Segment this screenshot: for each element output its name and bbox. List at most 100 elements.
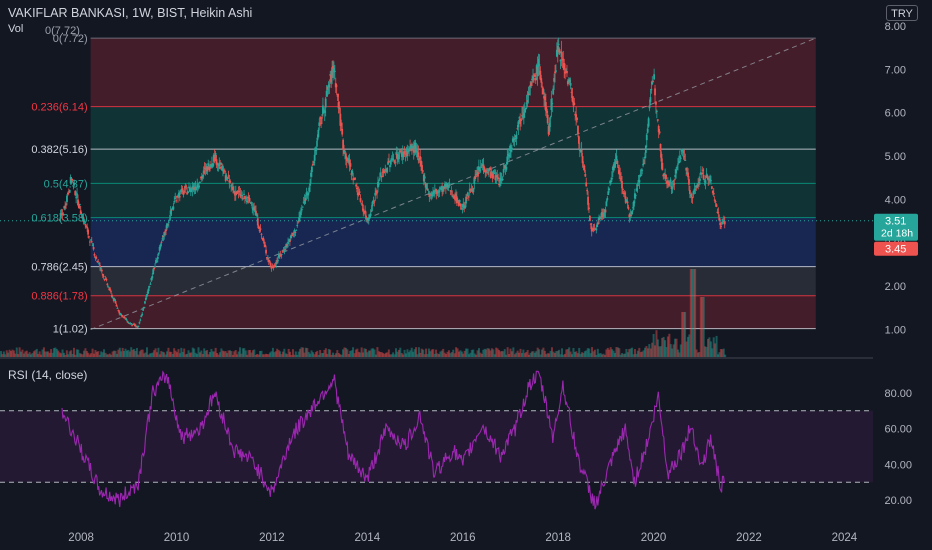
candle-body bbox=[565, 70, 567, 72]
volume-bar bbox=[436, 353, 439, 357]
volume-bar bbox=[100, 351, 103, 357]
volume-bar bbox=[565, 349, 568, 357]
candle-body bbox=[228, 180, 231, 183]
candle-body bbox=[189, 188, 191, 192]
candle-body bbox=[202, 170, 205, 174]
volume-bar bbox=[158, 354, 161, 357]
volume-bar bbox=[684, 312, 687, 357]
candle-body bbox=[699, 178, 701, 181]
candle-body bbox=[269, 262, 272, 266]
volume-bar bbox=[682, 312, 685, 357]
candle-body bbox=[555, 70, 557, 72]
volume-bar bbox=[702, 297, 705, 357]
volume-bar bbox=[91, 348, 94, 357]
candle-body bbox=[544, 96, 546, 101]
candle-body bbox=[633, 201, 635, 207]
volume-bar bbox=[423, 354, 426, 357]
currency-badge[interactable]: TRY bbox=[886, 5, 918, 21]
candle-body bbox=[497, 177, 500, 180]
candle-body bbox=[313, 154, 316, 161]
volume-bar bbox=[41, 349, 44, 357]
volume-bar bbox=[578, 347, 581, 357]
candle-body bbox=[470, 189, 473, 192]
candle-body bbox=[147, 288, 150, 292]
candle-body bbox=[536, 67, 539, 76]
candle-body bbox=[322, 105, 324, 115]
volume-bar bbox=[273, 352, 276, 357]
candle-body bbox=[513, 138, 516, 140]
volume-bar bbox=[623, 353, 626, 357]
volume-bar bbox=[480, 353, 483, 357]
symbol-title[interactable]: VAKIFLAR BANKASI, 1W, BIST, Heikin Ashi bbox=[8, 6, 253, 20]
candle-body bbox=[677, 163, 679, 165]
volume-bar bbox=[651, 342, 654, 357]
candle-body bbox=[409, 146, 411, 149]
volume-bar bbox=[113, 350, 116, 357]
candle-body bbox=[655, 110, 658, 112]
volume-bar bbox=[239, 347, 242, 357]
candle-body bbox=[214, 152, 217, 159]
volume-bar bbox=[645, 346, 648, 357]
candle-body bbox=[314, 150, 317, 152]
candle-body bbox=[548, 122, 551, 132]
time-axis[interactable]: 2008 2010 2012 2014 2016 2018 2020 2022 2024 bbox=[68, 532, 857, 544]
candle-body bbox=[496, 175, 499, 178]
candle-body bbox=[258, 230, 261, 232]
volume-bar bbox=[174, 350, 177, 357]
volume-bar bbox=[200, 350, 203, 357]
volume-bar bbox=[274, 351, 277, 357]
candle-body bbox=[675, 169, 678, 174]
candle-body bbox=[663, 173, 666, 176]
volume-bar bbox=[87, 352, 90, 357]
candle-body bbox=[100, 269, 103, 272]
rsi-label[interactable]: RSI (14, close) bbox=[8, 368, 88, 382]
candle-body bbox=[222, 166, 224, 172]
candle-body bbox=[654, 88, 656, 96]
volume-bar bbox=[403, 349, 406, 357]
candle-body bbox=[464, 205, 467, 209]
candle-body bbox=[355, 188, 358, 190]
candle-body bbox=[459, 204, 462, 207]
rsi-axis[interactable]: 20.00 40.00 60.00 80.00 bbox=[884, 388, 912, 507]
volume-bar bbox=[2, 351, 5, 357]
candle-body bbox=[192, 187, 195, 190]
candle-body bbox=[372, 200, 375, 203]
volume-bar bbox=[566, 349, 569, 357]
volume-bar bbox=[300, 347, 303, 357]
candle-body bbox=[78, 203, 81, 205]
candle-body bbox=[474, 176, 477, 180]
candle-body bbox=[345, 157, 348, 161]
volume-bar bbox=[257, 354, 260, 357]
candle-body bbox=[488, 168, 490, 172]
volume-bar bbox=[134, 350, 137, 357]
candle-body bbox=[165, 229, 167, 231]
candle-body bbox=[574, 113, 577, 116]
trend-line-layer[interactable] bbox=[90, 37, 816, 331]
fib-level-label: 0.786(2.45) bbox=[31, 262, 87, 274]
candle-body bbox=[285, 244, 288, 248]
candle-body bbox=[72, 182, 75, 184]
candle-body bbox=[487, 172, 489, 174]
candle-body bbox=[190, 189, 193, 191]
volume-bar bbox=[370, 348, 373, 357]
volume-bar bbox=[573, 351, 576, 357]
candle-body bbox=[500, 178, 502, 181]
volume-bar bbox=[283, 348, 286, 357]
volume-bar bbox=[539, 354, 542, 357]
volume-bar bbox=[708, 337, 711, 357]
volume-bar bbox=[127, 349, 130, 357]
candle-body bbox=[515, 134, 518, 140]
volume-bar bbox=[648, 344, 651, 357]
candle-body bbox=[365, 215, 367, 220]
candle-body bbox=[93, 254, 96, 256]
candle-body bbox=[311, 164, 314, 166]
candle-body bbox=[690, 193, 693, 198]
candle-body bbox=[714, 201, 717, 203]
candle-body bbox=[164, 231, 167, 233]
candle-body bbox=[566, 71, 568, 74]
volume-bar bbox=[439, 351, 442, 357]
volume-bar bbox=[685, 341, 688, 357]
volume-bar bbox=[111, 351, 114, 357]
volume-bar bbox=[397, 349, 400, 357]
